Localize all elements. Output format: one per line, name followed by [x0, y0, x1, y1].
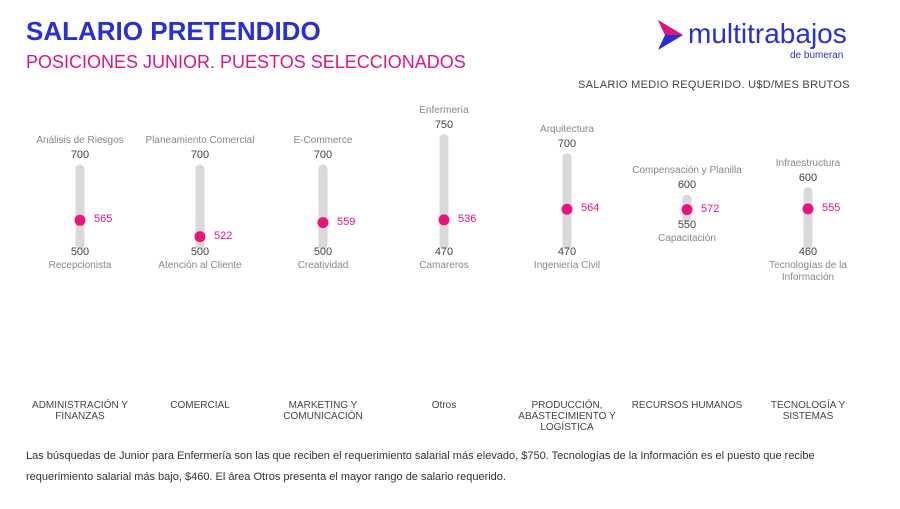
mean-label: 565	[94, 213, 113, 226]
max-value: 700	[70, 149, 90, 161]
max-label: Compensación y Planilla	[632, 165, 742, 176]
max-label: E-Commerce	[293, 135, 353, 146]
min-label: Camareros	[419, 260, 469, 271]
min-value: 470	[557, 246, 577, 258]
category-label: PRODUCCIÓN, ABASTECIMIENTO Y LOGÍSTICA	[518, 400, 616, 433]
max-value: 700	[190, 149, 210, 161]
min-label: Recepcionista	[48, 260, 112, 271]
max-value: 700	[313, 149, 333, 161]
category-label: TECNOLOGÍA Y SISTEMAS	[770, 400, 846, 422]
min-value: 470	[434, 246, 454, 258]
mean-label: 522	[214, 229, 233, 242]
mean-label: 564	[581, 202, 600, 215]
max-label: Análisis de Riesgos	[36, 135, 124, 146]
logo-sub: de bumeran	[790, 50, 844, 61]
mean-label: 559	[337, 215, 356, 228]
mean-dot	[194, 231, 206, 243]
mean-dot	[802, 203, 814, 215]
min-label: Tecnologías de la Información	[769, 260, 847, 283]
min-label: Capacitación	[658, 233, 716, 244]
min-value: 500	[313, 246, 333, 258]
mean-dot	[74, 214, 86, 226]
max-value: 600	[677, 179, 697, 191]
mean-label: 536	[458, 212, 477, 225]
min-label: Creatividad	[297, 260, 349, 271]
unit-note: SALARIO MEDIO REQUERIDO. U$D/MES BRUTOS	[578, 79, 850, 91]
min-value: 550	[677, 219, 697, 231]
category-label: ADMINISTRACIÓN Y FINANZAS	[32, 400, 128, 422]
min-value: 500	[190, 246, 210, 258]
min-value: 500	[70, 246, 90, 258]
category-label: RECURSOS HUMANOS	[631, 400, 743, 411]
min-value: 460	[798, 246, 818, 258]
min-label: Ingeniería Civil	[533, 260, 601, 271]
subtitle: POSICIONES JUNIOR. PUESTOS SELECCIONADOS	[26, 52, 466, 72]
mean-dot	[681, 204, 693, 216]
max-label: Arquitectura	[540, 123, 594, 135]
max-value: 700	[557, 137, 577, 150]
mean-dot	[561, 203, 573, 215]
category-label: MARKETING Y COMUNICACIÓN	[283, 400, 363, 422]
title: SALARIO PRETENDIDO	[26, 16, 321, 46]
max-value: 750	[434, 118, 454, 131]
max-value: 600	[798, 171, 818, 184]
logo: multitrabajos	[688, 18, 847, 49]
category-label: COMERCIAL	[170, 400, 230, 411]
mean-label: 572	[701, 202, 720, 215]
max-label: Infraestructura	[775, 157, 841, 169]
category-label: Otros	[431, 400, 457, 411]
max-label: Planeamiento Comercial	[145, 135, 255, 146]
mean-dot	[317, 217, 329, 229]
footnote: Las búsquedas de Junior para Enfermería …	[26, 450, 815, 483]
max-label: Enfermería	[419, 104, 469, 116]
min-label: Atención al Cliente	[158, 260, 242, 271]
mean-label: 555	[822, 201, 841, 214]
mean-dot	[438, 214, 450, 226]
logo-icon	[658, 20, 683, 50]
